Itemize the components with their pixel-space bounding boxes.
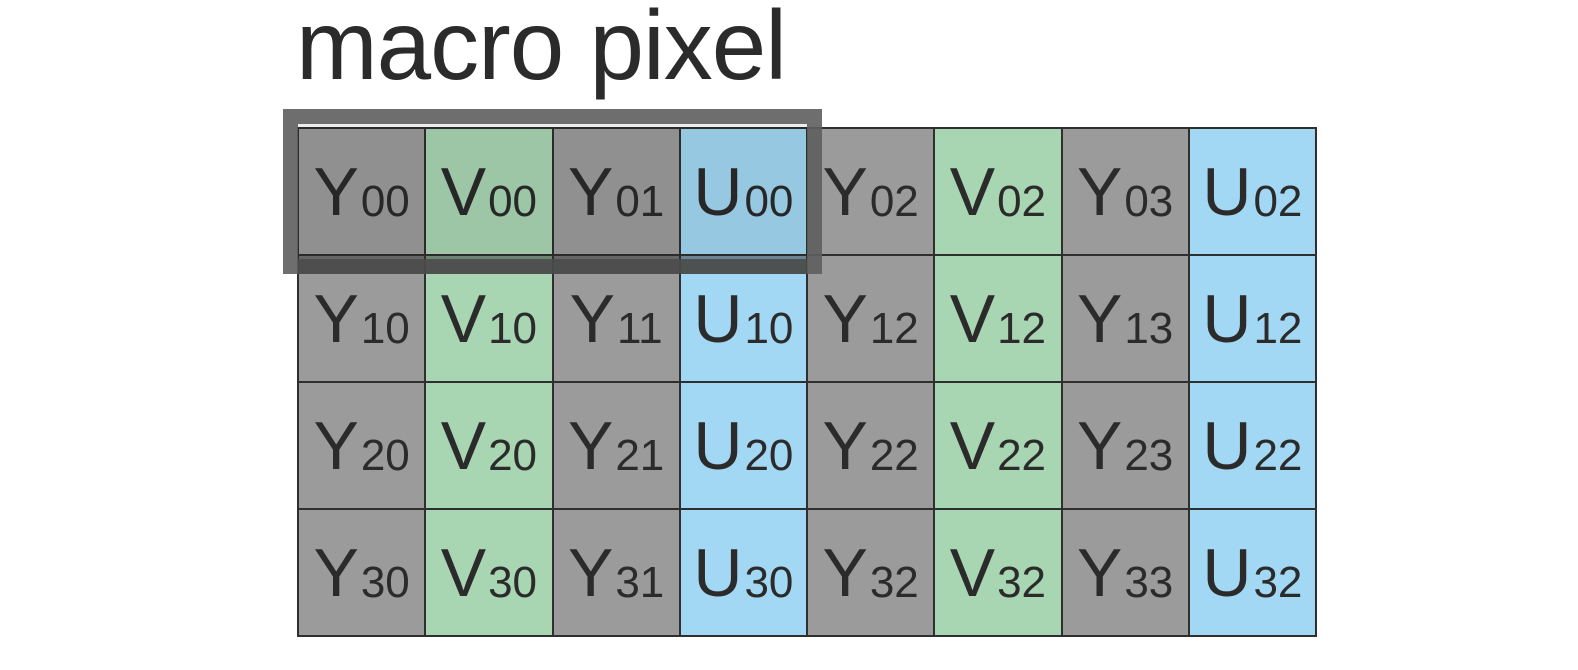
grid-cell-u-30: U 30 [680,510,808,637]
cell-subscript: 30 [488,557,538,607]
cell-subscript: 21 [615,430,665,480]
cell-subscript: 03 [1124,176,1174,226]
grid-cell-v-10: V 10 [426,256,554,383]
cell-subscript: 32 [869,557,919,607]
grid-cell-y-02: Y 02 [808,129,936,256]
grid-cell-y-21: Y 21 [553,383,681,510]
grid-cell-y-12: Y 12 [808,256,936,383]
grid-cell-u-00: U 00 [680,129,808,256]
cell-subscript: 11 [616,303,663,353]
cell-subscript: 12 [1253,303,1303,353]
cell-letter: V [440,280,487,357]
cell-subscript: 20 [360,430,410,480]
cell-letter: V [440,153,487,230]
cell-subscript: 10 [744,303,794,353]
cell-letter: V [949,534,996,611]
cell-letter: Y [313,534,359,611]
cell-letter: V [440,407,487,484]
cell-letter: Y [313,407,359,484]
cell-letter: Y [313,280,359,357]
cell-letter: Y [1076,153,1123,230]
grid-cell-v-12: V 12 [935,256,1063,383]
cell-subscript: 10 [488,303,538,353]
cell-subscript: 10 [360,303,410,353]
grid-cell-y-00: Y 00 [299,129,427,256]
cell-subscript: 31 [615,557,665,607]
cell-subscript: 01 [615,176,665,226]
cell-subscript: 13 [1124,303,1174,353]
cell-letter: Y [569,280,615,357]
cell-letter: Y [567,407,614,484]
grid-cell-y-10: Y 10 [299,256,427,383]
grid-cell-y-03: Y 03 [1062,129,1190,256]
cell-subscript: 22 [869,430,919,480]
grid-cell-v-20: V 20 [426,383,554,510]
grid-cell-y-30: Y 30 [299,510,427,637]
diagram-title: macro pixel [296,0,787,100]
cell-letter: Y [822,407,868,484]
grid-cell-y-01: Y 01 [553,129,681,256]
cell-subscript: 22 [997,430,1047,480]
cell-subscript: 02 [869,176,919,226]
cell-subscript: 12 [997,303,1047,353]
cell-letter: U [1202,407,1252,484]
grid-cell-v-32: V 32 [935,510,1063,637]
grid-cell-u-20: U 20 [680,383,808,510]
grid-cell-y-13: Y 13 [1062,256,1190,383]
cell-subscript: 00 [744,176,794,226]
cell-letter: V [949,407,996,484]
cell-subscript: 32 [997,557,1047,607]
cell-letter: V [949,280,996,357]
cell-letter: Y [822,153,868,230]
cell-subscript: 32 [1253,557,1303,607]
cell-letter: Y [822,280,868,357]
cell-letter: Y [567,534,614,611]
cell-letter: U [1202,534,1252,611]
grid-cell-v-02: V 02 [935,129,1063,256]
grid-cell-y-11: Y 11 [553,256,681,383]
cell-subscript: 00 [360,176,410,226]
cell-letter: U [1202,153,1252,230]
grid-cell-y-32: Y 32 [808,510,936,637]
cell-subscript: 02 [997,176,1047,226]
grid-cell-u-02: U 02 [1189,129,1317,256]
grid-cell-u-10: U 10 [680,256,808,383]
grid-cell-u-32: U 32 [1189,510,1317,637]
cell-subscript: 20 [744,430,794,480]
grid-cell-v-00: V 00 [426,129,554,256]
cell-letter: Y [1076,407,1123,484]
cell-letter: Y [1076,280,1123,357]
cell-subscript: 20 [488,430,538,480]
grid-cell-y-23: Y 23 [1062,383,1190,510]
cell-letter: U [693,280,743,357]
cell-letter: U [693,153,743,230]
cell-subscript: 33 [1124,557,1174,607]
grid-cell-u-12: U 12 [1189,256,1317,383]
cell-subscript: 12 [869,303,919,353]
grid-cell-y-31: Y 31 [553,510,681,637]
cell-subscript: 02 [1253,176,1303,226]
cell-letter: U [693,534,743,611]
cell-letter: V [440,534,487,611]
grid-cell-v-22: V 22 [935,383,1063,510]
cell-subscript: 22 [1253,430,1303,480]
cell-letter: V [949,153,996,230]
cell-letter: Y [1076,534,1123,611]
grid-cell-y-33: Y 33 [1062,510,1190,637]
cell-letter: U [693,407,743,484]
grid-cell-u-22: U 22 [1189,383,1317,510]
grid-cell-y-22: Y 22 [808,383,936,510]
grid-cell-v-30: V 30 [426,510,554,637]
cell-subscript: 30 [744,557,794,607]
cell-subscript: 23 [1124,430,1174,480]
grid-cell-y-20: Y 20 [299,383,427,510]
cell-subscript: 00 [488,176,538,226]
cell-letter: Y [313,153,359,230]
pixel-grid: Y 00 V 00 Y 01 U 00 Y 02 V 02 Y 03 U 02 Y 10 V 10 Y 11 U 10 Y 12 V… [297,127,1317,637]
cell-subscript: 30 [360,557,410,607]
cell-letter: Y [567,153,614,230]
cell-letter: Y [822,534,868,611]
cell-letter: U [1202,280,1252,357]
